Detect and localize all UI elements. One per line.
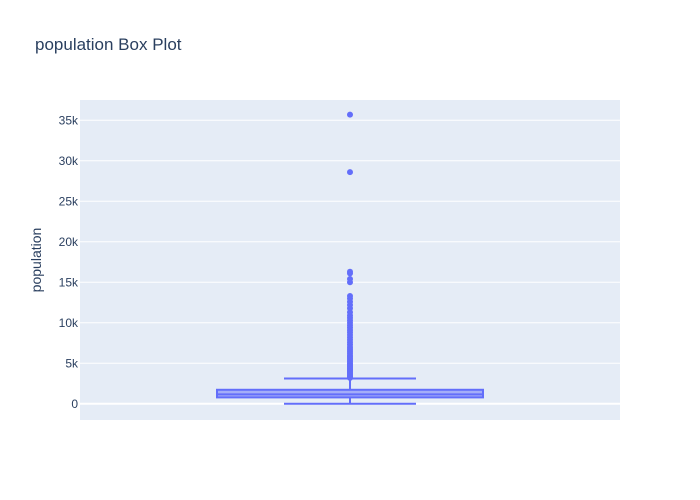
y-tick-label: 25k [59, 194, 79, 208]
outlier-point[interactable] [347, 293, 353, 300]
y-axis-label: population [28, 228, 44, 293]
box-traces[interactable] [216, 111, 484, 405]
y-tick-label: 30k [59, 154, 79, 168]
y-tick-label: 0 [71, 397, 78, 411]
outlier-point[interactable] [347, 276, 353, 283]
chart-title: population Box Plot [35, 35, 182, 54]
outlier-point[interactable] [347, 268, 353, 275]
box-trace-population[interactable] [216, 111, 484, 405]
y-tick-label: 20k [59, 235, 79, 249]
y-tick-label: 5k [65, 356, 79, 370]
y-tick-label: 10k [59, 316, 79, 330]
outlier-point[interactable] [347, 111, 353, 118]
outlier-point[interactable] [347, 169, 353, 176]
y-tick-label: 15k [59, 275, 79, 289]
y-axis-ticks: 0 5k 10k 15k 20k 25k 30k 35k [59, 113, 79, 411]
y-tick-label: 35k [59, 113, 79, 127]
